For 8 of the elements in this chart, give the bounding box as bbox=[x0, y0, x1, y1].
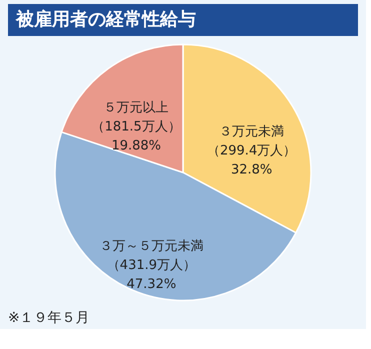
data-label: （181.5万人） 19.88% bbox=[92, 120, 181, 154]
data-label: （431.9万人） 47.32% bbox=[106, 258, 196, 292]
slice-label: ３万元未満 bbox=[219, 124, 284, 140]
data-label: （299.4万人） 32.8% bbox=[206, 143, 296, 178]
slice-label: ３万～５万元未満 bbox=[99, 239, 204, 254]
text: ※１９年５月 bbox=[8, 310, 90, 326]
slice-label: ５万元以上 bbox=[104, 100, 169, 116]
chart-title: 被雇用者の経常性給与 bbox=[15, 9, 196, 30]
